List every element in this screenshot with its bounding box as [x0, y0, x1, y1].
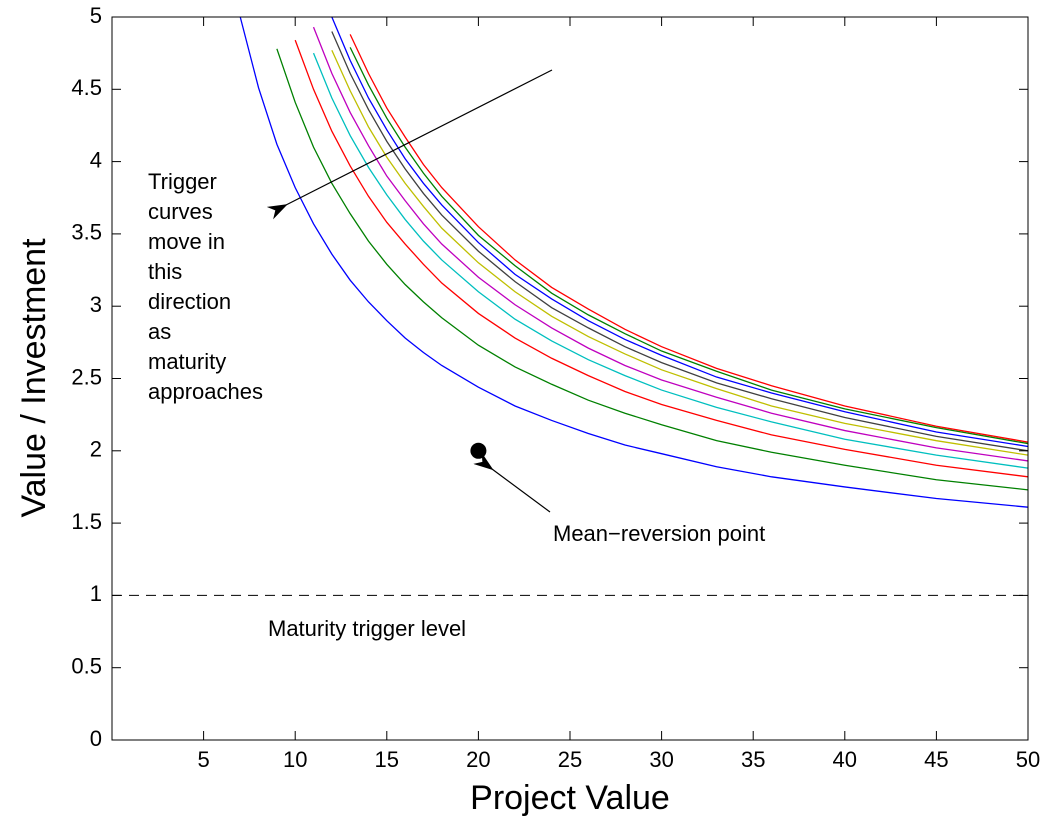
annotation-line: Trigger	[148, 169, 217, 194]
trigger-curve	[331, 31, 1029, 452]
direction-arrow	[266, 69, 553, 220]
hline-label: Maturity trigger level	[268, 616, 466, 641]
y-tick-label: 5	[90, 3, 102, 28]
y-tick-label: 2	[90, 437, 102, 462]
x-tick-label: 40	[833, 747, 857, 772]
y-tick-label: 0	[90, 726, 102, 751]
x-tick-label: 20	[466, 747, 490, 772]
mean-reversion-point	[470, 442, 487, 459]
x-tick-label: 15	[375, 747, 399, 772]
point-arrow	[473, 452, 551, 513]
annotation-line: maturity	[148, 349, 226, 374]
annotation-line: this	[148, 259, 182, 284]
x-tick-label: 5	[197, 747, 209, 772]
x-tick-label: 45	[924, 747, 948, 772]
trigger-curve	[312, 52, 1029, 469]
y-axis-label: Value / Investment	[15, 238, 53, 518]
y-tick-label: 0.5	[71, 654, 102, 679]
y-tick-label: 1.5	[71, 509, 102, 534]
trigger-curve	[349, 47, 1029, 445]
trigger-curve	[312, 26, 1029, 462]
point-label: Mean−reversion point	[553, 521, 765, 546]
x-axis-label: Project Value	[470, 779, 670, 817]
x-tick-label: 50	[1016, 747, 1040, 772]
annotation-line: move in	[148, 229, 225, 254]
y-tick-label: 1	[90, 581, 102, 606]
trigger-curve	[349, 34, 1029, 443]
x-tick-label: 35	[741, 747, 765, 772]
annotation-line: as	[148, 319, 171, 344]
y-tick-label: 4.5	[71, 75, 102, 100]
x-tick-label: 30	[649, 747, 673, 772]
annotation-line: curves	[148, 199, 213, 224]
trigger-curve	[331, 49, 1029, 456]
y-tick-label: 4	[90, 147, 102, 172]
y-tick-label: 3.5	[71, 220, 102, 245]
x-tick-label: 25	[558, 747, 582, 772]
x-tick-label: 10	[283, 747, 307, 772]
trigger-curve	[276, 48, 1029, 491]
trigger-curve	[239, 16, 1029, 508]
trigger-curve	[331, 16, 1029, 448]
annotation-line: approaches	[148, 379, 263, 404]
y-tick-label: 2.5	[71, 364, 102, 389]
y-tick-label: 3	[90, 292, 102, 317]
annotation-line: direction	[148, 289, 231, 314]
